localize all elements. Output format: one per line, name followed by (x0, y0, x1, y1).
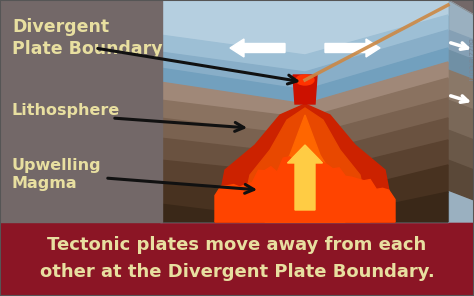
Polygon shape (265, 115, 345, 222)
Polygon shape (448, 0, 474, 222)
Polygon shape (160, 15, 448, 72)
Text: other at the Divergent Plate Boundary.: other at the Divergent Plate Boundary. (40, 263, 434, 281)
Polygon shape (215, 104, 395, 222)
Bar (0, 222, 474, 296)
Polygon shape (160, 0, 448, 222)
Polygon shape (448, 100, 474, 140)
Polygon shape (160, 62, 448, 118)
FancyArrow shape (230, 39, 285, 57)
Polygon shape (293, 75, 317, 104)
Text: Buzzle.com: Buzzle.com (465, 38, 474, 82)
Bar (0, 0, 162, 222)
Polygon shape (448, 30, 474, 60)
Polygon shape (160, 0, 448, 55)
Text: Lithosphere: Lithosphere (12, 102, 120, 118)
Polygon shape (160, 30, 448, 90)
FancyArrow shape (288, 145, 322, 210)
Polygon shape (160, 118, 448, 175)
Polygon shape (160, 48, 448, 104)
Polygon shape (160, 192, 448, 222)
Polygon shape (160, 98, 448, 155)
Polygon shape (240, 108, 370, 222)
Text: Tectonic plates move away from each: Tectonic plates move away from each (47, 236, 427, 254)
Polygon shape (215, 157, 395, 222)
Polygon shape (448, 50, 474, 80)
FancyArrow shape (325, 39, 380, 57)
Text: Divergent
Plate Boundary: Divergent Plate Boundary (12, 18, 163, 57)
Polygon shape (448, 160, 474, 200)
Polygon shape (160, 165, 448, 222)
Ellipse shape (296, 75, 314, 85)
Polygon shape (160, 78, 448, 136)
Polygon shape (160, 140, 448, 200)
Polygon shape (448, 130, 474, 170)
Polygon shape (448, 70, 474, 110)
Text: Upwelling
Magma: Upwelling Magma (12, 158, 101, 191)
